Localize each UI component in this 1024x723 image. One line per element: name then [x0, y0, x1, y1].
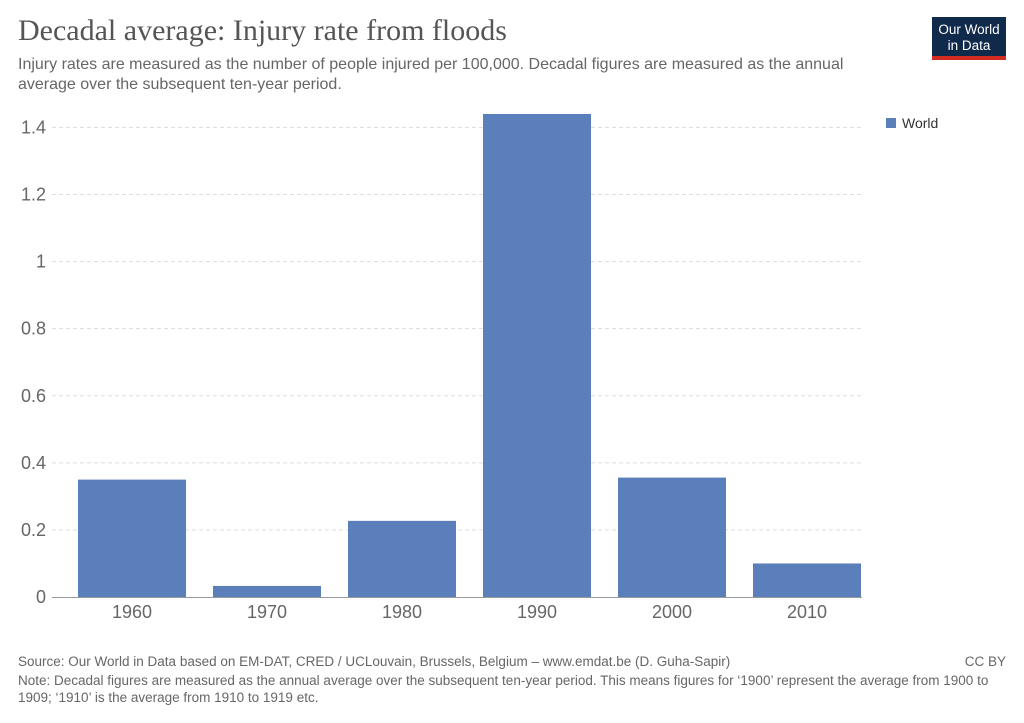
x-tick-label-2010: 2010 — [787, 602, 827, 622]
bar-2000[interactable] — [618, 477, 726, 597]
chart-subtitle: Injury rates are measured as the number … — [18, 56, 844, 93]
x-tick-label-1990: 1990 — [517, 602, 557, 622]
legend-swatch-world — [886, 118, 896, 128]
owid-logo[interactable]: Our World in Data — [932, 17, 1006, 60]
logo-line-2: in Data — [947, 38, 991, 53]
x-tick-label-1970: 1970 — [247, 602, 287, 622]
y-tick-label-1: 1 — [36, 252, 46, 272]
x-tick-label-2000: 2000 — [652, 602, 692, 622]
bar-1990[interactable] — [483, 114, 591, 597]
y-tick-label-0.6: 0.6 — [21, 386, 46, 406]
x-tick-label-1960: 1960 — [112, 602, 152, 622]
y-tick-label-1.2: 1.2 — [21, 185, 46, 205]
legend-label-world: World — [902, 115, 939, 131]
bar-1980[interactable] — [348, 520, 456, 597]
chart-title: Decadal average: Injury rate from floods — [18, 14, 507, 47]
bar-1960[interactable] — [78, 479, 186, 597]
x-tick-label-1980: 1980 — [382, 602, 422, 622]
y-tick-label-0: 0 — [36, 587, 46, 607]
license-link[interactable]: CC BY — [964, 654, 1006, 669]
bar-2010[interactable] — [753, 563, 861, 597]
note-text: Note: Decadal figures are measured as th… — [18, 673, 989, 705]
y-tick-label-1.4: 1.4 — [21, 117, 46, 137]
bar-1970[interactable] — [213, 585, 321, 597]
y-tick-label-0.8: 0.8 — [21, 319, 46, 339]
y-tick-label-0.2: 0.2 — [21, 520, 46, 540]
y-tick-label-0.4: 0.4 — [21, 453, 46, 473]
source-text: Source: Our World in Data based on EM-DA… — [18, 654, 731, 669]
legend[interactable]: World — [886, 115, 938, 131]
logo-line-1: Our World — [938, 22, 1000, 37]
